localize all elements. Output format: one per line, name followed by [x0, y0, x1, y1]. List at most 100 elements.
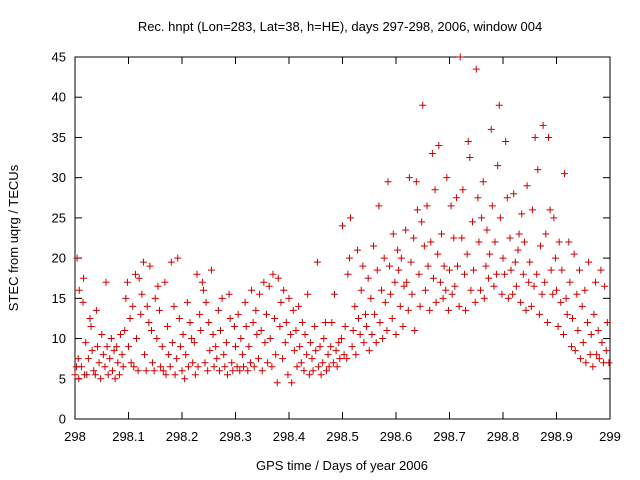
data-point — [435, 141, 443, 149]
data-point — [84, 355, 92, 363]
data-point — [419, 101, 427, 109]
data-point — [399, 322, 407, 330]
data-point — [495, 101, 503, 109]
data-point — [517, 298, 525, 306]
data-point — [126, 314, 134, 322]
data-point — [383, 327, 391, 335]
data-point — [92, 306, 100, 314]
data-point — [181, 375, 189, 383]
data-point — [411, 327, 419, 335]
data-point — [539, 121, 547, 129]
data-point — [466, 154, 474, 162]
data-point — [559, 331, 567, 339]
data-point — [325, 363, 333, 371]
data-point — [127, 359, 135, 367]
data-point — [176, 343, 184, 351]
data-point — [522, 306, 530, 314]
data-point — [313, 258, 321, 266]
data-point — [174, 254, 182, 262]
data-point — [594, 327, 602, 335]
data-point — [86, 314, 94, 322]
data-point — [204, 367, 212, 375]
data-point — [99, 351, 107, 359]
data-point — [486, 250, 494, 258]
data-point — [490, 282, 498, 290]
data-point — [391, 278, 399, 286]
data-point — [567, 343, 575, 351]
data-point — [196, 310, 204, 318]
data-point — [314, 363, 322, 371]
x-axis: 298 298.1 298.2 298.3 298.4 298.5 298.6 298.7 29… — [64, 57, 621, 444]
data-point — [436, 278, 444, 286]
data-point — [288, 379, 296, 387]
y-tick-label: 35 — [52, 130, 66, 145]
data-point — [238, 351, 246, 359]
data-point — [418, 218, 426, 226]
data-point — [276, 322, 284, 330]
data-point — [562, 294, 570, 302]
data-point — [496, 214, 504, 222]
data-point — [463, 250, 471, 258]
data-point — [566, 278, 574, 286]
data-point — [151, 294, 159, 302]
data-point — [541, 278, 549, 286]
data-point — [207, 266, 215, 274]
data-point — [199, 286, 207, 294]
data-point — [167, 258, 175, 266]
data-point — [93, 343, 101, 351]
data-point — [413, 206, 421, 214]
data-point — [340, 351, 348, 359]
data-point — [170, 302, 178, 310]
data-point — [264, 359, 272, 367]
data-point — [296, 343, 304, 351]
data-point — [442, 286, 450, 294]
data-point — [598, 339, 606, 347]
data-point — [292, 327, 300, 335]
data-point — [153, 335, 161, 343]
data-point — [379, 335, 387, 343]
data-point — [367, 294, 375, 302]
data-point — [328, 318, 336, 326]
data-point — [194, 363, 202, 371]
data-point — [528, 206, 536, 214]
data-point — [71, 371, 79, 379]
data-point — [426, 306, 434, 314]
data-point — [574, 327, 582, 335]
data-point — [244, 367, 252, 375]
data-point — [324, 351, 332, 359]
data-point — [179, 331, 187, 339]
data-point — [90, 367, 98, 375]
data-point — [448, 290, 456, 298]
data-point — [285, 294, 293, 302]
data-point — [557, 298, 565, 306]
data-point — [531, 133, 539, 141]
data-point — [437, 230, 445, 238]
data-point — [75, 286, 83, 294]
data-point — [373, 266, 381, 274]
data-point — [376, 318, 384, 326]
data-point — [440, 262, 448, 270]
data-point — [312, 347, 320, 355]
data-point — [356, 331, 364, 339]
data-point — [311, 322, 319, 330]
data-point — [571, 347, 579, 355]
data-point — [416, 302, 424, 310]
data-point — [279, 355, 287, 363]
data-point — [587, 331, 595, 339]
data-point — [352, 351, 360, 359]
data-point — [491, 238, 499, 246]
data-point — [504, 294, 512, 302]
data-point — [213, 355, 221, 363]
data-point — [253, 331, 261, 339]
chart-title: Rec. hnpt (Lon=283, Lat=38, h=HE), days … — [138, 19, 542, 34]
data-point — [563, 310, 571, 318]
data-point — [388, 314, 396, 322]
data-point — [161, 278, 169, 286]
y-tick-label: 45 — [52, 50, 66, 65]
x-tick-label: 298.3 — [219, 429, 252, 444]
data-point — [320, 335, 328, 343]
data-point — [173, 355, 181, 363]
data-point — [479, 178, 487, 186]
data-point — [202, 298, 210, 306]
